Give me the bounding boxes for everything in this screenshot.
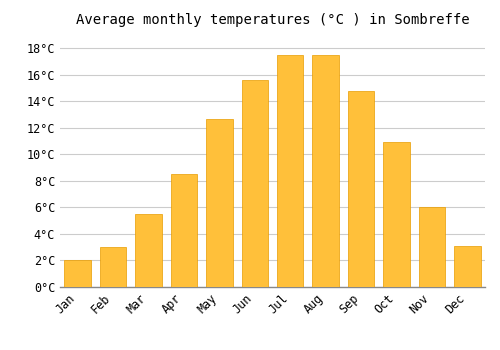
Bar [383,142,409,287]
Bar [312,55,339,287]
Bar [348,91,374,287]
Bar [418,208,445,287]
Bar [64,260,91,287]
Bar [277,55,303,287]
Bar [206,119,233,287]
Bar [170,174,197,287]
Bar [136,214,162,287]
Bar [100,247,126,287]
Bar [454,246,480,287]
Bar [242,80,268,287]
Title: Average monthly temperatures (°C ) in Sombreffe: Average monthly temperatures (°C ) in So… [76,13,469,27]
